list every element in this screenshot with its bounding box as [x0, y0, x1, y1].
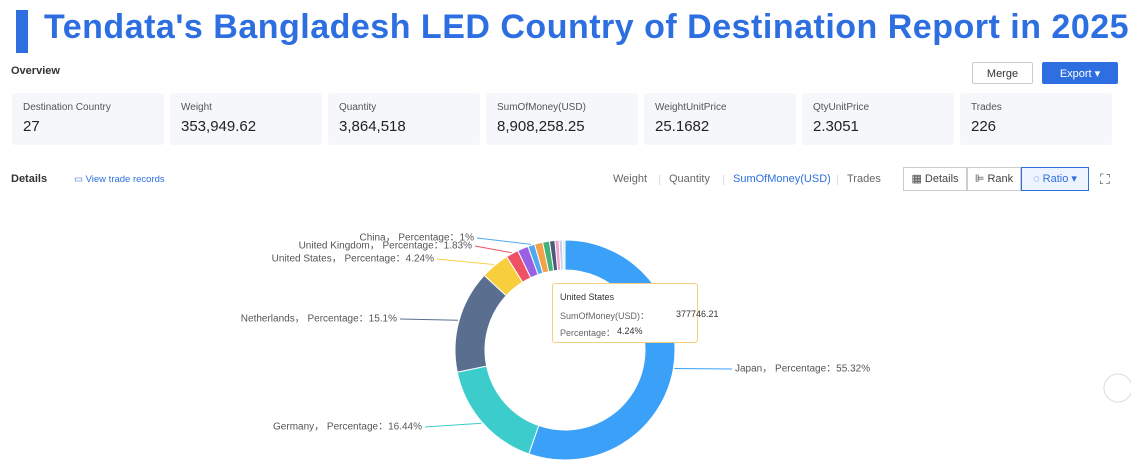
pie-slice	[517, 245, 539, 279]
stat-value: 25.1682	[655, 118, 710, 135]
stat-card: Weight 353,949.62	[170, 93, 322, 145]
stat-value: 3,864,518	[339, 118, 406, 135]
support-icon[interactable]	[1103, 373, 1131, 403]
view-text: Rank	[987, 173, 1014, 185]
tab-divider	[837, 175, 838, 185]
stat-label: QtyUnitPrice	[813, 102, 870, 113]
stat-label: Quantity	[339, 102, 377, 113]
stat-value: 27	[23, 118, 40, 135]
slice-label: United Kingdom， Percentage：1.83%	[299, 241, 473, 252]
view-button[interactable]: ⊫ Rank	[967, 167, 1021, 191]
tab-divider	[659, 175, 660, 185]
slice-label: Japan， Percentage：55.32%	[735, 364, 870, 375]
slice-label: Netherlands， Percentage：15.1%	[241, 314, 397, 325]
pie-slice	[456, 365, 540, 455]
overview-label: Overview	[11, 65, 60, 77]
merge-button[interactable]: Merge	[972, 62, 1033, 84]
metric-tab[interactable]: Weight	[613, 173, 648, 185]
stat-card: Trades 226	[960, 93, 1112, 145]
title-bar	[16, 10, 28, 53]
tab-divider	[723, 175, 724, 185]
tooltip-value: 377746.21	[676, 309, 719, 319]
leader-line	[436, 258, 495, 266]
view-text: Ratio	[1042, 173, 1069, 185]
view-text: Details	[924, 173, 959, 185]
stat-value: 8,908,258.25	[497, 118, 585, 135]
tooltip: United States SumOfMoney(USD)： 377746.21…	[552, 283, 719, 343]
stat-label: Weight	[181, 102, 212, 113]
stat-card: Quantity 3,864,518	[328, 93, 480, 145]
metric-tab[interactable]: SumOfMoney(USD)	[733, 173, 831, 185]
pie-slice	[528, 239, 676, 461]
page-title: Tendata's Bangladesh LED Country of Dest…	[44, 8, 1130, 46]
stat-card: Destination Country 27	[12, 93, 164, 145]
pie-slice	[505, 250, 532, 283]
leader-line	[476, 237, 531, 245]
pie-slice	[533, 241, 550, 274]
metric-tab[interactable]: Trades	[847, 173, 881, 185]
details-label: Details	[11, 173, 48, 185]
tooltip-label: SumOfMoney(USD)：	[560, 311, 650, 321]
stat-label: Destination Country	[23, 102, 111, 113]
link-text: View trade records	[85, 174, 165, 185]
stat-label: SumOfMoney(USD)	[497, 102, 586, 113]
slice-label: Germany， Percentage：16.44%	[273, 422, 422, 433]
slice-label: China， Percentage：1%	[359, 233, 474, 244]
pie-slice	[454, 274, 507, 373]
leader-line	[474, 245, 512, 254]
leader-line	[399, 318, 459, 321]
tooltip-title: United States	[560, 292, 615, 302]
tooltip-value: 4.24%	[617, 326, 643, 336]
stat-value: 2.3051	[813, 118, 859, 135]
stat-card: SumOfMoney(USD) 8,908,258.25	[486, 93, 638, 145]
leader-line	[424, 422, 482, 428]
export-button[interactable]: Export ▾	[1042, 62, 1118, 84]
leader-line	[674, 367, 733, 370]
export-text: Export	[1059, 68, 1092, 80]
view-button[interactable]: ▦ Details	[903, 167, 967, 191]
fullscreen-icon[interactable]: ⛶	[1100, 171, 1110, 187]
stat-label: Trades	[971, 102, 1002, 113]
stat-card: QtyUnitPrice 2.3051	[802, 93, 954, 145]
tooltip-label: Percentage：	[560, 328, 616, 338]
metric-tab[interactable]: Quantity	[669, 173, 710, 185]
pie-slice	[483, 256, 524, 297]
stat-value: 226	[971, 118, 997, 135]
view-records-link[interactable]: ▭ View trade records	[74, 174, 165, 185]
stat-label: WeightUnitPrice	[655, 102, 727, 113]
view-button[interactable]: ◌ Ratio ▾	[1021, 167, 1089, 191]
merge-text: Merge	[986, 68, 1019, 80]
slice-label: United States， Percentage：4.24%	[272, 254, 434, 265]
stat-value: 353,949.62	[181, 118, 257, 135]
stat-card: WeightUnitPrice 25.1682	[644, 93, 796, 145]
